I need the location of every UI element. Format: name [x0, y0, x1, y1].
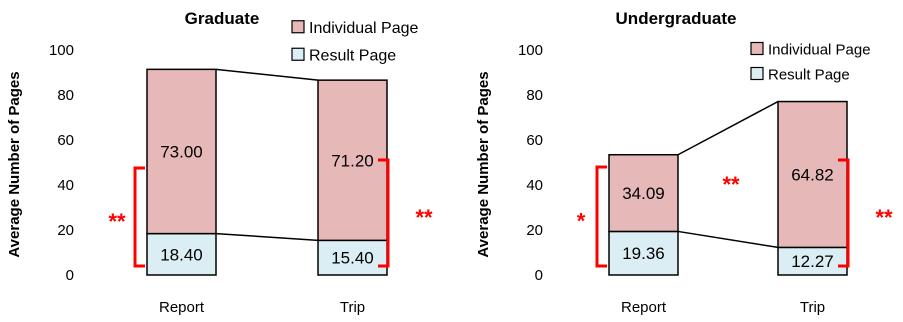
panel1-connector-result — [215, 232, 319, 242]
panel1-bar-result-trip — [317, 239, 388, 276]
panel1-y-tick-label: 40 — [57, 177, 74, 194]
panel1-bar-individual-report — [146, 68, 217, 235]
panel2-legend-swatch — [750, 66, 764, 81]
panel1-legend-label: Individual Page — [309, 20, 419, 37]
panel1-y-tick-label: 20 — [57, 222, 74, 239]
panel2-bar-individual-report — [608, 153, 679, 233]
panel2-significance-label: ** — [722, 172, 740, 197]
panel2-data-label: 19.36 — [622, 244, 665, 263]
panel2-data-label: 12.27 — [791, 252, 834, 271]
panel2-x-tick-label: Report — [621, 299, 667, 316]
panel2-connector-total — [677, 100, 779, 156]
panel2-legend-swatch — [750, 41, 764, 56]
panel1-significance-label: ** — [415, 205, 433, 230]
panel1-significance-bracket — [378, 158, 390, 268]
panel1-data-label: 15.40 — [331, 249, 374, 268]
panel2-y-axis-label: Average Number of Pages — [475, 71, 492, 257]
panel2-significance-bracket — [838, 158, 850, 268]
panel1-data-label: 73.00 — [160, 142, 203, 161]
panel1-significance-bracket — [133, 166, 145, 268]
panel1-y-tick-label: 100 — [49, 42, 74, 59]
panel2-bar-result-report — [608, 230, 679, 276]
panel1-legend-swatch — [291, 47, 305, 61]
panel2-y-tick-label: 0 — [535, 267, 543, 284]
panel1-y-axis-label: Average Number of Pages — [6, 71, 23, 257]
panel1-x-tick-label: Report — [159, 299, 205, 316]
panel1-legend-box — [288, 13, 456, 68]
panel2-significance-label: ** — [875, 205, 893, 230]
panel2-data-label: 64.82 — [791, 165, 834, 184]
panel2-y-tick-label: 80 — [526, 87, 543, 104]
panel1-y-tick-label: 60 — [57, 132, 74, 149]
panel2-y-tick-label: 60 — [526, 132, 543, 149]
panel1-y-tick-label: 80 — [57, 87, 74, 104]
panel1-bar-individual-trip — [317, 79, 388, 242]
panel2-significance-label: * — [577, 209, 586, 234]
panel2-x-tick-label: Trip — [800, 299, 825, 316]
panel1-significance-label: ** — [108, 209, 126, 234]
panel1-y-tick-label: 0 — [66, 267, 74, 284]
panel2-legend-label: Individual Page — [768, 42, 871, 59]
panel1-legend-label: Result Page — [309, 47, 396, 64]
panel1-connector-total — [215, 68, 319, 81]
panel2-y-tick-label: 20 — [526, 222, 543, 239]
panel2-y-tick-label: 100 — [518, 42, 543, 59]
panel1-chart-title: Graduate — [185, 9, 260, 28]
panel2-y-tick-label: 40 — [526, 177, 543, 194]
panel2-chart-title: Undergraduate — [616, 9, 737, 28]
panel2-data-label: 34.09 — [622, 184, 665, 203]
panel1-legend-swatch — [291, 20, 305, 34]
panel2-significance-bracket — [595, 165, 607, 268]
panel2-legend-box — [747, 36, 900, 86]
panel2-legend-label: Result Page — [768, 67, 850, 84]
panel1-x-tick-label: Trip — [340, 299, 365, 316]
panel1-data-label: 18.40 — [160, 245, 203, 264]
panel1-bar-result-report — [146, 232, 217, 276]
panel2-connector-result — [677, 230, 779, 249]
panel1-data-label: 71.20 — [331, 151, 374, 170]
